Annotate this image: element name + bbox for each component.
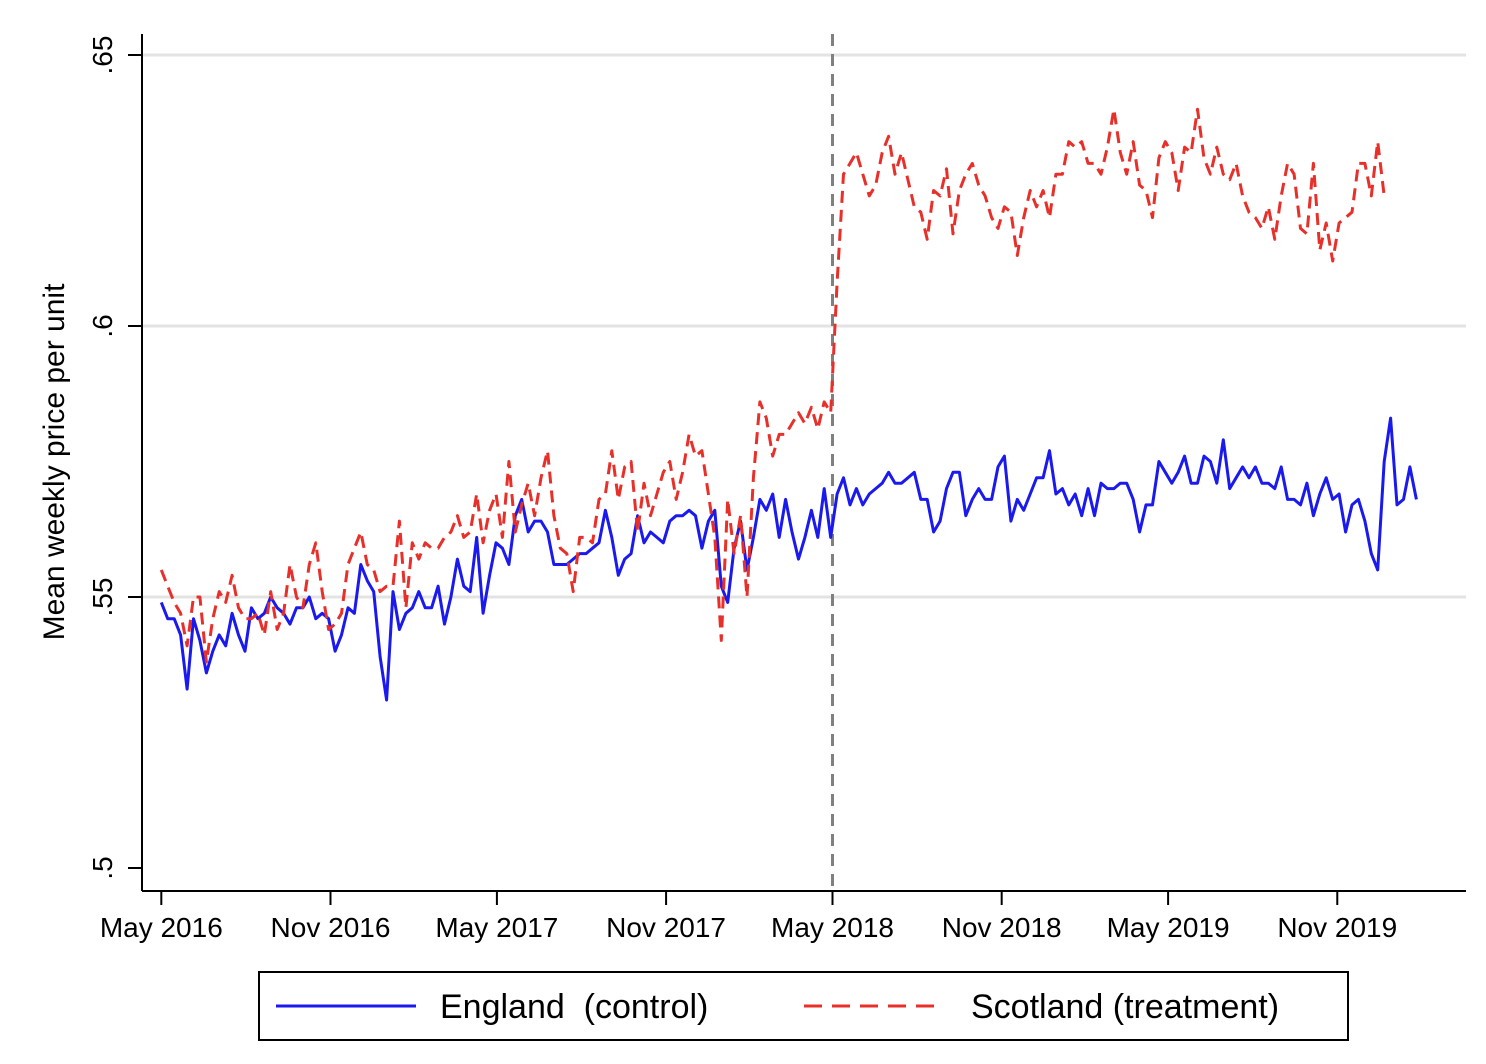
y-tick-label: .55: [87, 578, 118, 617]
x-tick-label: May 2016: [100, 912, 223, 943]
series-line-scotland: [159, 107, 1386, 664]
series-layer: [159, 107, 1418, 702]
y-tick-label: .6: [87, 314, 118, 337]
y-axis-ticks: .5 .55 .6 .65: [87, 36, 142, 880]
x-tick-label: Nov 2017: [606, 912, 726, 943]
legend-box: [258, 971, 1349, 1041]
x-axis-ticks: May 2016 Nov 2016 May 2017 Nov 2017 May 2018…: [100, 891, 1397, 943]
y-tick-label: .5: [87, 856, 118, 879]
legend-label-england: England (control): [440, 988, 708, 1026]
y-tick-label: .65: [87, 36, 118, 75]
series-line-england: [159, 416, 1418, 702]
legend: England (control) Scotland (treatment): [258, 971, 1349, 1041]
x-tick-label: Nov 2019: [1277, 912, 1397, 943]
legend-label-scotland: Scotland (treatment): [971, 988, 1279, 1026]
x-tick-label: May 2019: [1107, 912, 1230, 943]
x-tick-label: Nov 2016: [271, 912, 391, 943]
grid-lines: [143, 53, 1466, 599]
x-tick-label: May 2017: [435, 912, 558, 943]
x-tick-label: May 2018: [771, 912, 894, 943]
x-tick-label: Nov 2018: [942, 912, 1062, 943]
y-axis-title: Mean weekly price per unit: [38, 283, 71, 641]
